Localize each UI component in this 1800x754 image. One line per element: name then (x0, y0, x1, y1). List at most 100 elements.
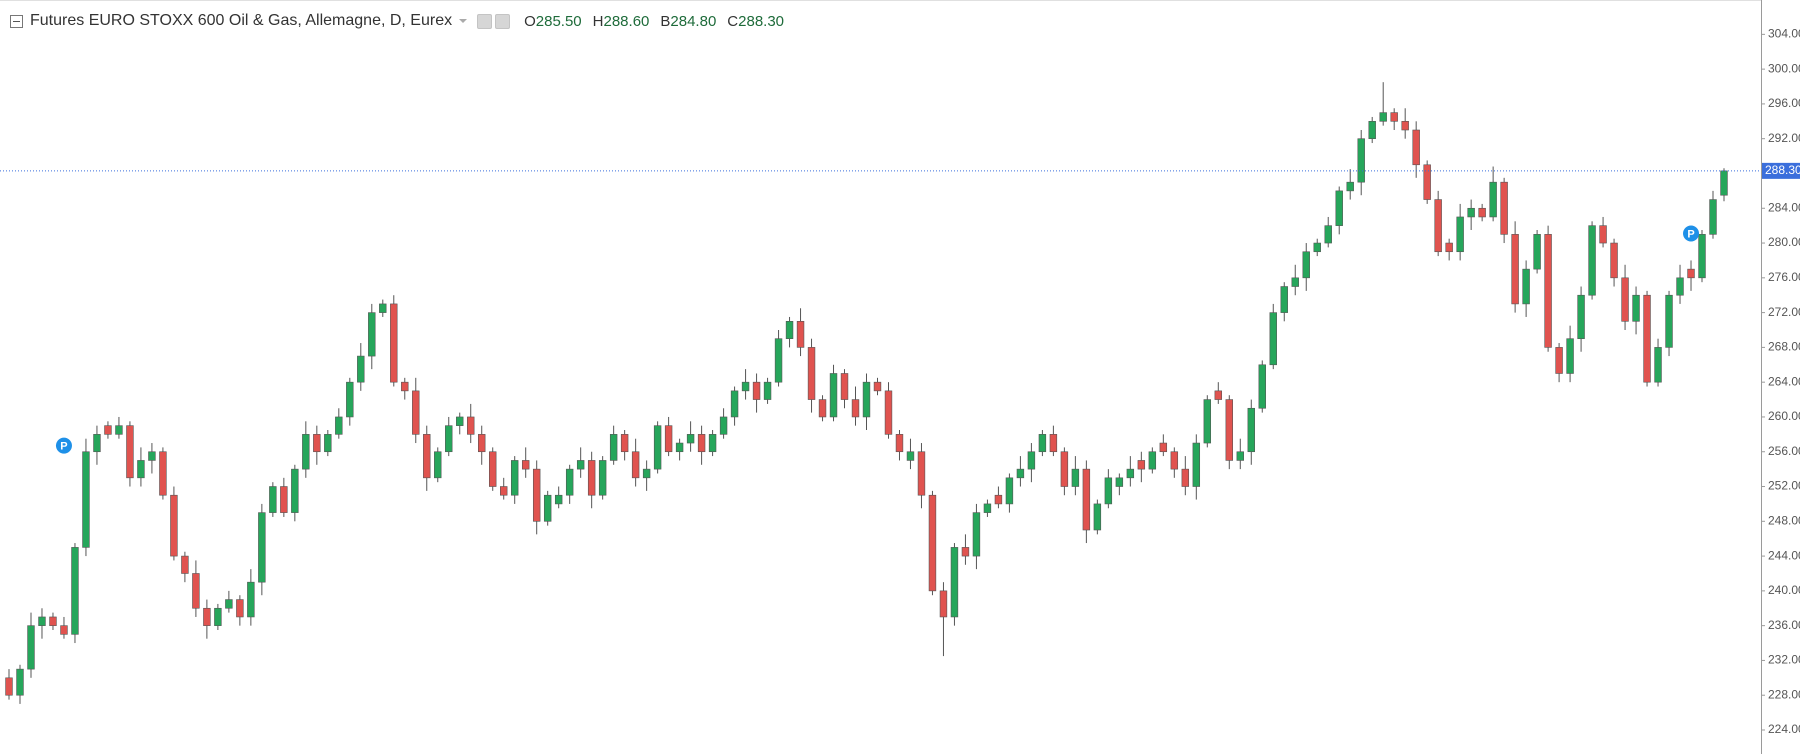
candle-body (884, 390, 893, 435)
candle-body (862, 381, 871, 418)
ohlc-value: 288.60 (603, 12, 650, 30)
ohlc-value: 284.80 (670, 12, 717, 30)
candle-body (752, 381, 761, 400)
y-tick-label: 252.00 (1768, 479, 1800, 493)
candle-body (280, 486, 288, 513)
candle-body (1687, 268, 1695, 279)
p-marker-label: P (60, 441, 67, 453)
candle-body (1137, 460, 1146, 470)
candle-body (576, 460, 585, 470)
candle-body (1346, 181, 1354, 192)
candle-body (423, 434, 431, 479)
candle-body (302, 434, 310, 470)
candle-body (16, 668, 24, 696)
y-tick-label: 276.00 (1768, 270, 1800, 284)
candle-body (1522, 268, 1530, 305)
candle-body (1093, 503, 1102, 531)
candle-body (994, 494, 1003, 505)
candle-body (708, 434, 717, 453)
candle-body (1676, 277, 1684, 296)
candle-body (1478, 207, 1486, 218)
candle-body (346, 381, 354, 418)
candle-body (1610, 242, 1618, 279)
candle-body (500, 486, 508, 496)
candle-body (1027, 451, 1036, 470)
candle-body (840, 373, 849, 400)
candle-body (1720, 170, 1728, 196)
candle-body (774, 338, 783, 383)
candle-body (1368, 121, 1376, 139)
visibility-icon[interactable] (477, 13, 493, 29)
candle-body (258, 512, 266, 583)
candle-body (38, 616, 46, 626)
candle-body (1500, 181, 1508, 235)
candle-body (1203, 399, 1212, 444)
candle-body (565, 468, 574, 496)
candle-body (313, 434, 321, 453)
candle-body (115, 425, 123, 435)
candle-body (1236, 451, 1244, 461)
candle-body (950, 547, 959, 618)
candle-body (401, 381, 409, 392)
candle-body (961, 547, 970, 557)
candle-body (148, 451, 156, 461)
candle-body (1643, 294, 1651, 383)
candle-body (939, 590, 948, 618)
candle-body (1181, 468, 1190, 487)
symbol-dropdown[interactable] (459, 19, 468, 23)
candle-body (1698, 234, 1706, 279)
candle-body (653, 425, 662, 470)
ohlc-value: 285.50 (535, 12, 582, 30)
candle-body (137, 460, 145, 479)
candle-body (1280, 286, 1288, 313)
ohlc-value: 288.30 (738, 12, 785, 30)
candle-body (1247, 407, 1255, 453)
candle-body (1148, 451, 1157, 470)
candle-body (686, 434, 695, 444)
collapse-button[interactable] (10, 14, 23, 28)
ohlc-key: O (524, 12, 536, 30)
chart-title: Futures EURO STOXX 600 Oil & Gas, Allema… (30, 12, 453, 29)
candle-body (5, 677, 13, 696)
candle-body (928, 494, 937, 592)
candle-body (785, 321, 794, 339)
y-tick-label: 244.00 (1768, 548, 1800, 562)
candle-body (1313, 242, 1321, 253)
candle-body (642, 468, 651, 479)
candle-body (763, 381, 772, 400)
candle-body (445, 425, 453, 453)
candle-body (829, 373, 838, 418)
candle-body (1126, 468, 1135, 479)
settings-icon[interactable] (495, 13, 511, 29)
y-tick-label: 228.00 (1768, 687, 1800, 701)
candle-body (697, 434, 706, 453)
candle-body (357, 355, 365, 383)
price-axis-background (1761, 0, 1800, 754)
ohlc-close: C288.30 (727, 13, 784, 30)
candle-body (1599, 225, 1607, 244)
candle-body (467, 416, 475, 435)
candle-body (71, 547, 79, 635)
candle-body (1225, 399, 1233, 461)
ohlc-key: B (660, 12, 671, 30)
candle-body (27, 625, 35, 670)
candle-body (1423, 164, 1431, 200)
candle-body (1324, 225, 1332, 244)
y-tick-label: 272.00 (1768, 305, 1800, 319)
y-tick-label: 268.00 (1768, 340, 1800, 354)
candle-body (851, 399, 860, 418)
candle-body (972, 512, 981, 557)
candle-body (543, 494, 552, 522)
candle-body (192, 573, 200, 609)
ohlc-open: O285.50 (524, 13, 582, 30)
candle-body (631, 451, 640, 479)
candle-body (1038, 434, 1047, 453)
candle-body (126, 425, 134, 479)
candle-body (1082, 468, 1091, 531)
candle-body (225, 599, 233, 609)
y-tick-label: 232.00 (1768, 653, 1800, 667)
candle-body (1258, 364, 1266, 409)
candle-body (236, 599, 244, 618)
